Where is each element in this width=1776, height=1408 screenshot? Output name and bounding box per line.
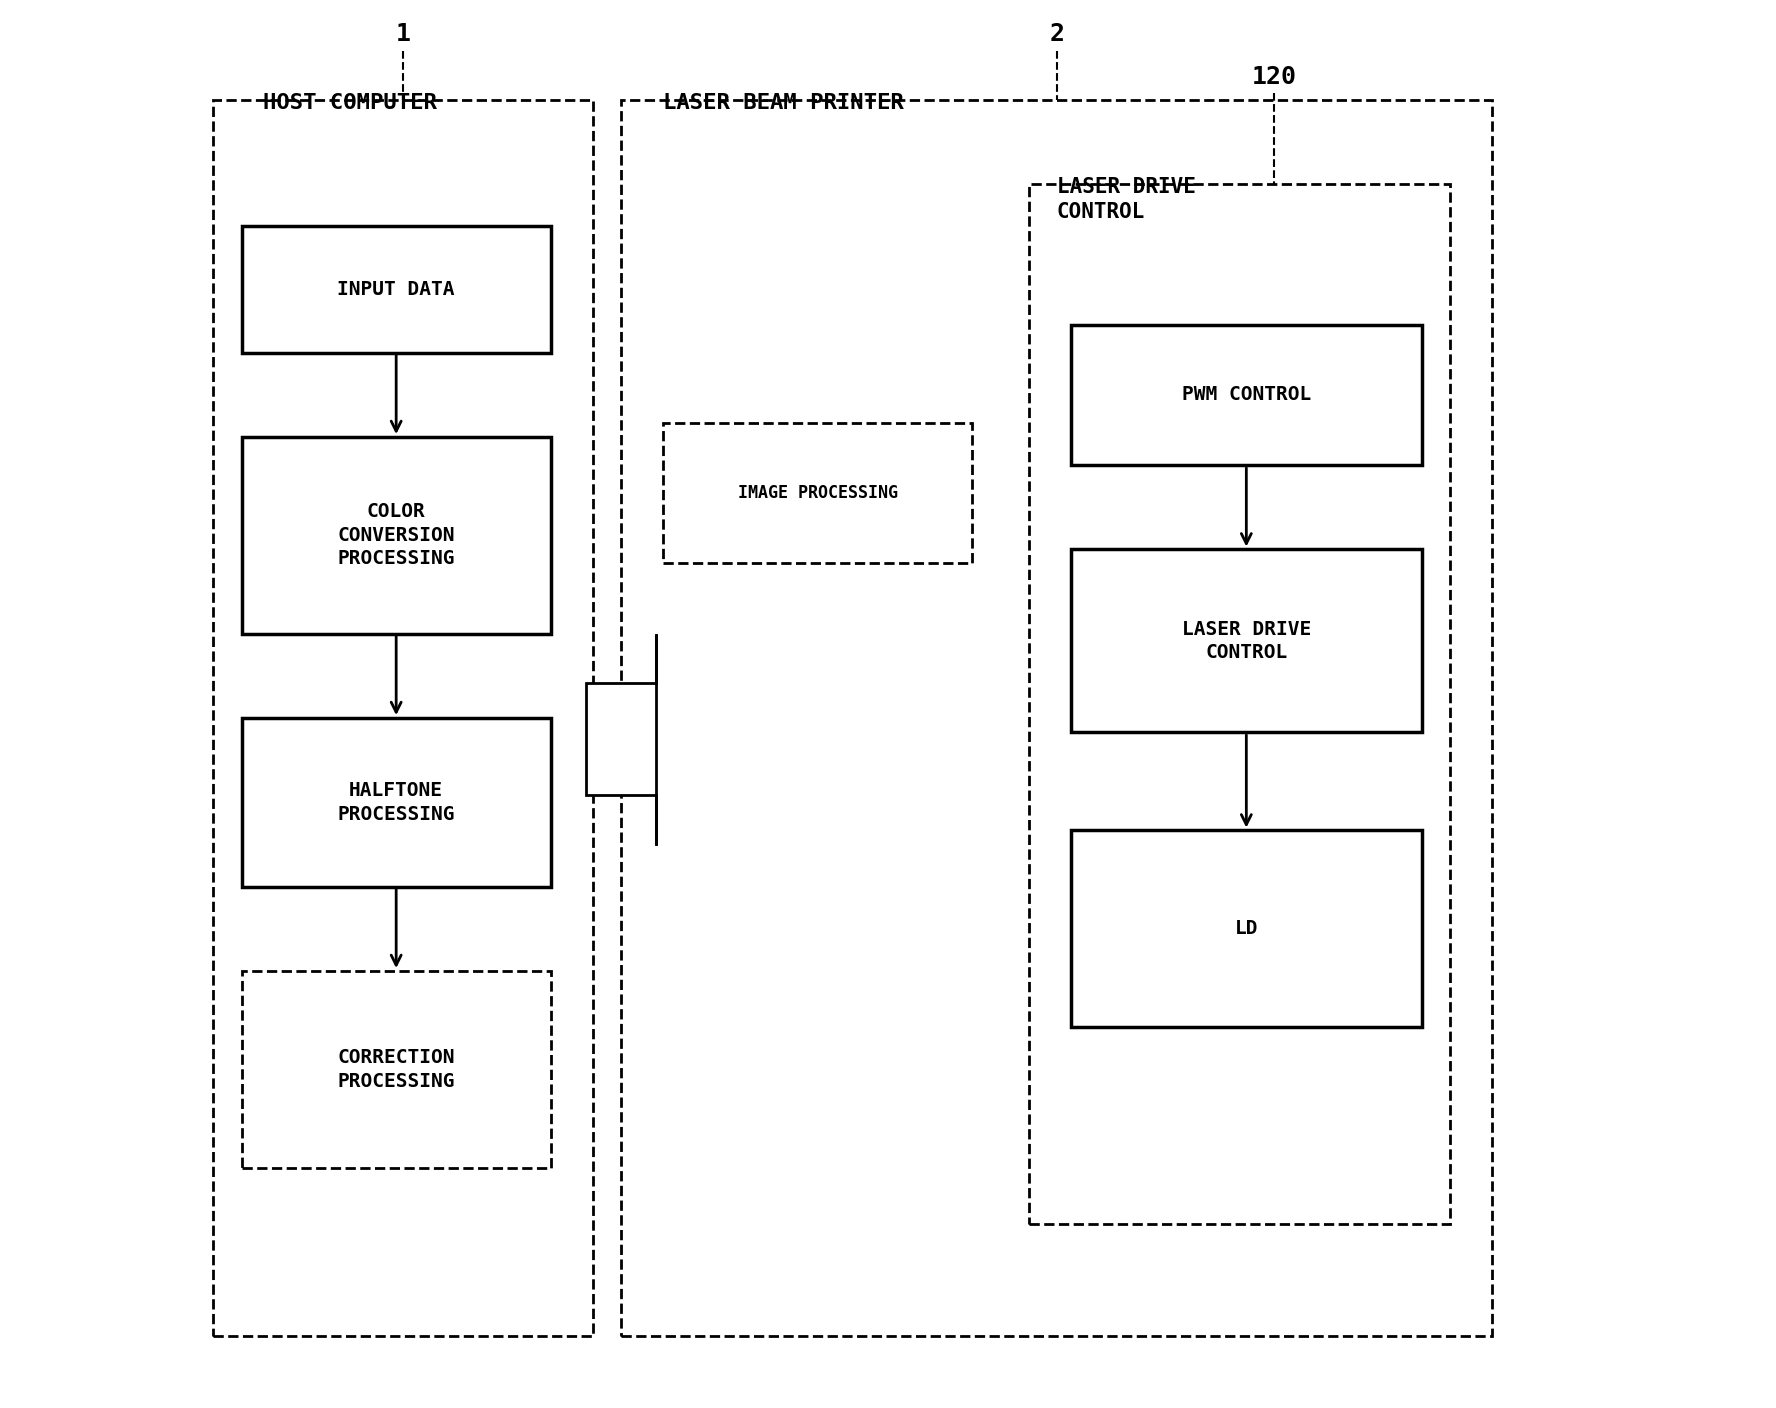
Polygon shape bbox=[586, 634, 655, 845]
Bar bbox=[213, 100, 593, 1336]
Text: 1: 1 bbox=[396, 23, 410, 46]
Text: LASER BEAM PRINTER: LASER BEAM PRINTER bbox=[662, 93, 904, 113]
Text: 2: 2 bbox=[1050, 23, 1064, 46]
Text: INPUT DATA: INPUT DATA bbox=[337, 280, 455, 298]
Bar bbox=[242, 436, 551, 634]
Bar bbox=[622, 100, 1492, 1336]
Bar bbox=[1028, 184, 1449, 1224]
Text: LASER DRIVE
CONTROL: LASER DRIVE CONTROL bbox=[1181, 620, 1311, 662]
Bar bbox=[242, 718, 551, 887]
Text: HOST COMPUTER: HOST COMPUTER bbox=[263, 93, 437, 113]
Text: LASER DRIVE
CONTROL: LASER DRIVE CONTROL bbox=[1057, 177, 1195, 222]
Text: COLOR
CONVERSION
PROCESSING: COLOR CONVERSION PROCESSING bbox=[337, 503, 455, 569]
Text: 120: 120 bbox=[1252, 65, 1296, 89]
Bar bbox=[1071, 831, 1423, 1028]
Text: HALFTONE
PROCESSING: HALFTONE PROCESSING bbox=[337, 781, 455, 824]
Bar bbox=[662, 422, 971, 563]
Bar bbox=[1071, 549, 1423, 732]
Text: PWM CONTROL: PWM CONTROL bbox=[1181, 386, 1311, 404]
Text: CORRECTION
PROCESSING: CORRECTION PROCESSING bbox=[337, 1048, 455, 1091]
Bar bbox=[1071, 325, 1423, 465]
Bar bbox=[242, 972, 551, 1167]
Text: IMAGE PROCESSING: IMAGE PROCESSING bbox=[737, 484, 897, 503]
Bar bbox=[242, 227, 551, 352]
Text: LD: LD bbox=[1234, 919, 1257, 938]
